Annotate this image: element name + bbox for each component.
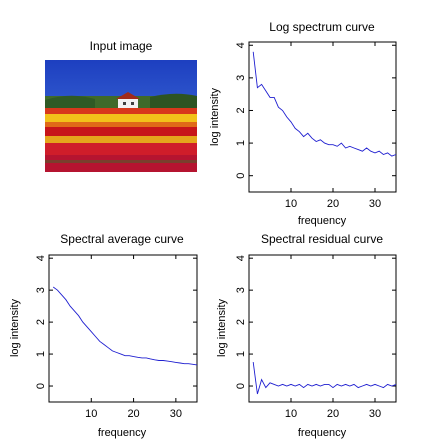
- log-spectrum-xtick-label: 10: [285, 198, 297, 210]
- spectral-average-xtick-label: 20: [127, 408, 139, 420]
- spectral-average-axes-frame: [48, 254, 198, 403]
- log-spectrum-ytick-label: 1: [235, 140, 247, 146]
- spectral-average-ytick-label: 2: [35, 319, 47, 325]
- spectral-residual-ytick-label: 1: [235, 351, 247, 357]
- spectral-residual-axes-frame: [248, 254, 397, 403]
- spectral-average-xtick-label: 10: [85, 408, 97, 420]
- log-spectrum-ticks: 10 20 30 0 1 2 3 4: [235, 42, 396, 210]
- spectral-residual-xtick-label: 20: [327, 408, 339, 420]
- spectral-average-title: Spectral average curve: [60, 232, 184, 246]
- spectral-residual-xtick-label: 30: [369, 408, 381, 420]
- spectral-residual-title: Spectral residual curve: [261, 232, 383, 246]
- spectral-average-ytick-label: 0: [35, 383, 47, 389]
- spectral-residual-ylabel: log intensity: [216, 298, 228, 357]
- log-spectrum-xtick-label: 30: [369, 198, 381, 210]
- spectral-residual-ytick-label: 4: [235, 255, 247, 261]
- spectral-average-ytick-label: 1: [35, 351, 47, 357]
- spectral-residual-ytick-label: 2: [235, 319, 247, 325]
- spectral-residual-ytick-label: 0: [235, 383, 247, 389]
- spectral-average-xtick-label: 30: [170, 408, 182, 420]
- spectral-average-ytick-label: 3: [35, 287, 47, 293]
- log-spectrum-panel: Log spectrum curve 10 20 30 0 1 2 3 4 log inten…: [209, 20, 397, 227]
- spectral-average-ylabel: log intensity: [9, 298, 21, 357]
- spectral-average-line: [52, 286, 198, 366]
- log-spectrum-ytick-label: 2: [235, 107, 247, 113]
- log-spectrum-title: Log spectrum curve: [269, 20, 375, 34]
- spectral-residual-line: [252, 362, 397, 395]
- input-image-title: Input image: [90, 39, 153, 53]
- log-spectrum-ytick-label: 3: [235, 75, 247, 81]
- log-spectrum-xlabel: frequency: [298, 215, 347, 227]
- log-spectrum-line: [252, 51, 397, 157]
- log-spectrum-ylabel: log intensity: [209, 87, 221, 146]
- spectral-average-panel: Spectral average curve 10 20 30 0 1 2 3 4 log i…: [9, 232, 198, 439]
- spectral-residual-panel: Spectral residual curve 10 20 30 0 1 2 3 4 log …: [216, 232, 397, 439]
- spectral-average-xlabel: frequency: [98, 427, 147, 439]
- log-spectrum-ytick-label: 0: [235, 173, 247, 179]
- spectral-residual-ytick-label: 3: [235, 287, 247, 293]
- spectral-residual-xtick-label: 10: [285, 408, 297, 420]
- spectral-average-ticks: 10 20 30 0 1 2 3 4: [35, 255, 197, 420]
- spectral-residual-ticks: 10 20 30 0 1 2 3 4: [235, 255, 396, 420]
- log-spectrum-ytick-label: 4: [235, 42, 247, 48]
- log-spectrum-xtick-label: 20: [327, 198, 339, 210]
- log-spectrum-axes-frame: [248, 41, 397, 193]
- spectral-average-ytick-label: 4: [35, 255, 47, 261]
- spectral-residual-xlabel: frequency: [298, 427, 347, 439]
- input-image: [45, 60, 197, 172]
